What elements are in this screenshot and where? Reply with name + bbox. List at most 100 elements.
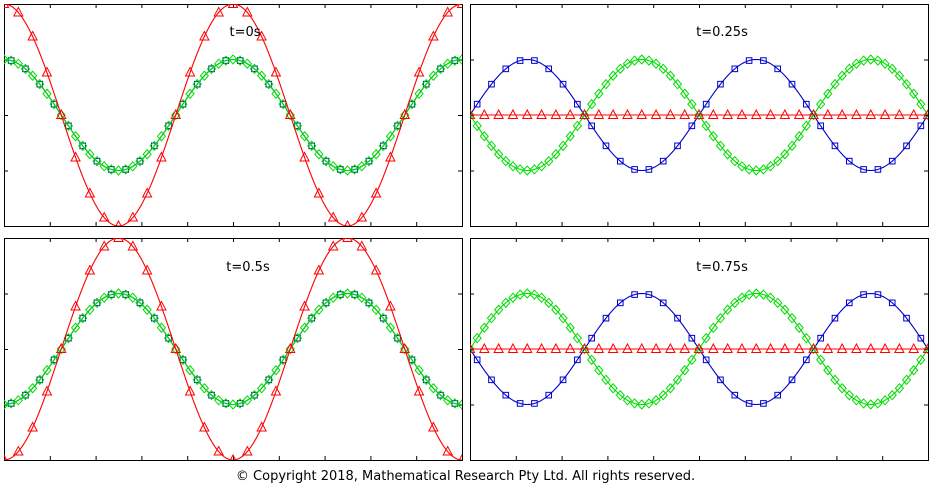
diamond-marker: [508, 161, 518, 172]
triangle-marker: [241, 445, 253, 456]
square-marker: [150, 142, 158, 150]
diamond-marker: [608, 382, 618, 394]
triangle-marker: [470, 108, 476, 119]
diamond-marker: [923, 343, 928, 355]
diamond-marker: [342, 288, 353, 299]
triangle-marker: [607, 108, 619, 119]
diamond-marker: [407, 354, 417, 366]
triangle-marker: [536, 108, 547, 119]
triangle-series: [4, 238, 462, 460]
diamond-marker: [622, 395, 633, 406]
diamond-marker: [823, 88, 833, 100]
diamond-marker: [378, 312, 388, 324]
triangle-marker: [70, 300, 81, 311]
square-marker: [408, 356, 416, 364]
triangle-marker: [115, 219, 122, 226]
square-marker: [473, 100, 481, 108]
triangle-marker: [679, 342, 691, 353]
triangle-marker: [313, 264, 325, 275]
triangle-marker: [922, 342, 928, 353]
diamond-marker: [20, 389, 31, 401]
triangle-marker: [765, 342, 776, 353]
diamond-marker: [443, 395, 453, 406]
diamond-marker: [4, 54, 9, 65]
diamond-marker: [479, 322, 489, 334]
diamond-marker: [199, 70, 210, 82]
diamond-marker: [551, 304, 561, 316]
square-marker: [36, 376, 44, 384]
diamond-marker: [529, 164, 540, 175]
diamond-marker: [214, 395, 224, 406]
diamond-marker: [687, 98, 697, 110]
diamond-marker: [830, 374, 840, 386]
triangle-marker: [458, 453, 462, 460]
triangle-marker: [156, 151, 167, 162]
triangle-marker: [12, 6, 24, 17]
diamond-marker: [470, 343, 475, 355]
square-marker: [365, 299, 373, 307]
square-marker: [717, 376, 724, 384]
diamond-marker: [414, 364, 424, 376]
square-marker: [22, 65, 29, 73]
triangle-marker: [299, 151, 310, 162]
diamond-marker: [256, 382, 267, 394]
diamond-marker: [49, 354, 59, 366]
diamond-marker: [622, 58, 633, 69]
diamond-marker: [866, 399, 876, 410]
diamond-marker: [844, 63, 854, 75]
square-marker: [308, 314, 316, 322]
diamond-marker: [85, 304, 95, 316]
square-marker: [831, 314, 839, 322]
diamond-marker: [601, 374, 611, 386]
square-marker: [659, 299, 667, 307]
diamond-marker: [149, 312, 159, 324]
square-marker: [136, 299, 144, 307]
diamond-marker: [142, 148, 152, 160]
triangle-marker: [227, 4, 239, 8]
triangle-marker: [521, 108, 533, 119]
diamond-marker: [701, 332, 711, 344]
triangle-marker: [836, 108, 848, 119]
square-marker: [222, 400, 230, 407]
triangle-marker: [399, 342, 411, 353]
square-marker: [860, 291, 867, 298]
triangle-marker: [156, 300, 167, 311]
square-marker: [93, 157, 101, 165]
diamond-marker: [292, 120, 303, 132]
square-marker: [702, 100, 710, 108]
diamond-marker: [680, 88, 690, 100]
diamond-marker: [765, 292, 776, 303]
square-marker: [502, 391, 510, 399]
triangle-marker: [385, 300, 396, 311]
diamond-marker: [450, 55, 460, 66]
diamond-marker: [815, 98, 826, 110]
diamond-marker: [285, 343, 295, 355]
square-marker: [631, 166, 638, 173]
square-marker: [874, 291, 882, 298]
triangle-marker: [707, 108, 719, 119]
diamond-marker: [321, 297, 331, 309]
triangle-marker: [707, 342, 719, 353]
diamond-marker: [307, 312, 317, 324]
triangle-marker: [213, 445, 225, 456]
triangle-marker: [356, 240, 368, 251]
triangle-marker: [370, 187, 382, 198]
square-marker: [22, 391, 29, 399]
triangle-marker: [879, 108, 891, 119]
diamond-marker: [78, 140, 88, 152]
triangle-marker: [750, 108, 762, 119]
diamond-marker: [558, 312, 568, 324]
diamond-marker: [349, 164, 360, 175]
triangle-marker: [750, 342, 762, 353]
panel-1: t=0s: [4, 4, 463, 227]
diamond-marker: [765, 161, 776, 172]
diamond-marker: [901, 374, 912, 386]
diamond-marker: [916, 98, 926, 110]
diamond-marker: [27, 70, 38, 82]
square-marker: [473, 356, 481, 364]
square-marker: [165, 334, 172, 342]
diamond-marker: [249, 63, 260, 75]
diamond-marker: [629, 55, 640, 66]
square-marker: [659, 157, 667, 165]
diamond-marker: [242, 395, 252, 406]
